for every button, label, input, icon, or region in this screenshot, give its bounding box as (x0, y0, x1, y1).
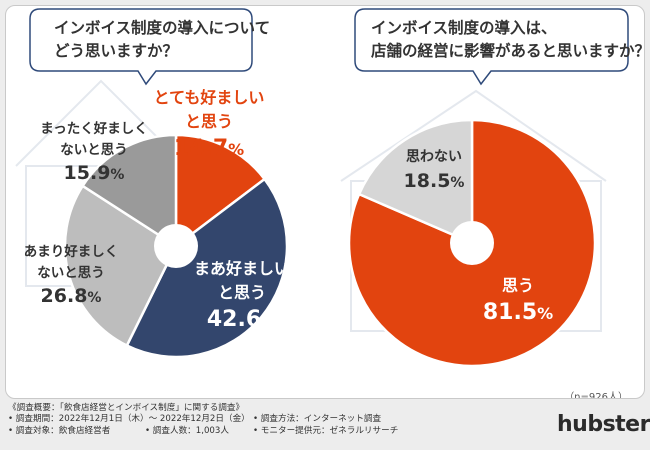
pie-slice-label-0-3-1: ないと思う (60, 142, 128, 158)
pie-slice-value-1-0: 81.5% (483, 300, 553, 325)
survey-method: • 調査方法：インターネット調査 (253, 414, 382, 425)
pie-slice-label-0-1-1: と思う (218, 283, 266, 302)
charts-canvas: インボイス制度の導入について どう思いますか？ インボイス制度の導入は、 店舗の… (15, 8, 644, 368)
pie-slice-0-3 (80, 133, 178, 249)
pie-slice-0-0 (174, 133, 267, 249)
chart-card: インボイス制度の導入について どう思いますか？ インボイス制度の導入は、 店舗の… (5, 5, 645, 399)
pie-slice-0-2 (63, 184, 178, 348)
pie-slice-label-0-1-0: まあ好ましい (194, 259, 290, 278)
pie-slice-value-1-1: 18.5% (404, 170, 465, 192)
pie-slice-value-0-2: 26.8% (41, 285, 102, 307)
pie-slice-value-0-0: 14.7% (174, 136, 244, 161)
pie-slice-label-0-0-1: と思う (185, 112, 233, 131)
pie-slice-label-0-3-0: まったく好ましく (40, 120, 147, 137)
pie-slice-0-1 (125, 177, 289, 359)
pie-slice-label-0-2-1: ないと思う (37, 265, 105, 281)
survey-provider: • モニター提供元：ゼネラルリサーチ (253, 425, 399, 436)
pie-slice-label-1-1-0: 思わない (406, 149, 462, 165)
pie-slice-1-1 (357, 118, 474, 245)
right-question-bubble: インボイス制度の導入は、 店舗の経営に影響があると思いますか？ (354, 8, 644, 86)
pie-slice-label-0-0-0: とても好ましい (154, 88, 265, 107)
hubster-logo: hubster (557, 412, 650, 437)
survey-title: 《調査概要：「飲食店経営とインボイス制度」に関する調査》 (8, 403, 245, 413)
left-question-bubble: インボイス制度の導入について どう思いますか？ (29, 8, 270, 86)
left-question-line-1: インボイス制度の導入について (54, 18, 270, 37)
survey-target: • 調査対象：飲食店経営者 (8, 425, 111, 436)
pie-slice-label-0-2-0: あまり好ましく (24, 243, 119, 260)
right-question-line-2: 店舗の経営に影響があると思いますか？ (371, 41, 644, 60)
left-question-line-2: どう思いますか？ (54, 42, 178, 60)
pie-chart-business-impact: 思う 81.5% 思わない 18.5% (347, 118, 597, 368)
pie-slice-value-0-1: 42.6% (207, 307, 277, 332)
survey-period: • 調査期間：2022年12月1日（木）～ 2022年12月2日（金） (8, 414, 250, 425)
right-question-line-1: インボイス制度の導入は、 (371, 18, 557, 37)
pie-center-hole-0 (154, 224, 198, 268)
pie-chart-invoice-opinion: とても好ましいと思う14.7%まあ好ましいと思う42.6%あまり好ましくないと思… (24, 88, 290, 359)
pie-slice-value-0-3: 15.9% (64, 162, 125, 184)
survey-count: • 調査人数：1,003人 (145, 425, 229, 436)
pie-center-hole-1 (450, 221, 494, 265)
pie-slice-label-1-0-0: 思う (502, 276, 534, 295)
sample-size-label: （n=926人） (564, 392, 628, 399)
logo-text: hubster (557, 412, 650, 437)
